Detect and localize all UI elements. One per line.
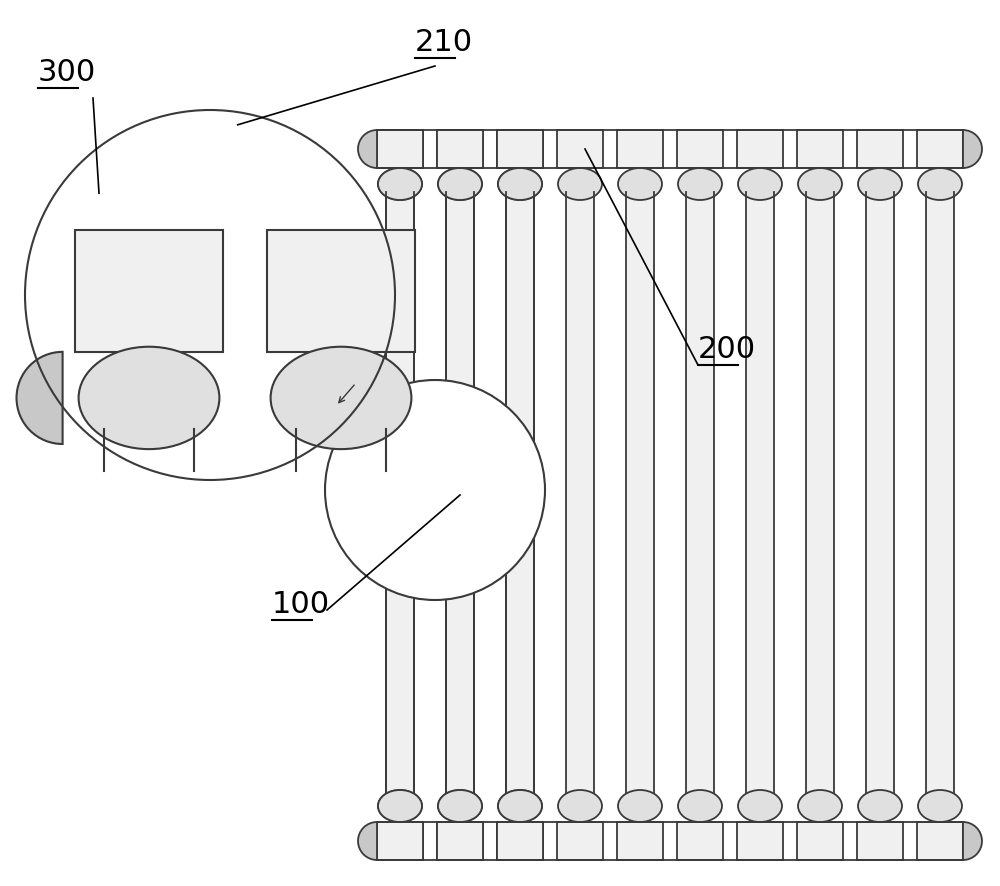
Bar	[377, 822, 423, 860]
Ellipse shape	[798, 168, 842, 200]
Bar	[737, 130, 783, 168]
Ellipse shape	[798, 790, 842, 822]
Text: 200: 200	[698, 335, 756, 364]
Ellipse shape	[498, 168, 542, 200]
Ellipse shape	[858, 790, 902, 822]
Bar	[506, 192, 534, 814]
Bar	[626, 192, 654, 814]
Bar	[437, 130, 483, 168]
Ellipse shape	[918, 168, 962, 200]
Bar	[917, 822, 963, 860]
Bar	[377, 130, 423, 168]
Text: 100: 100	[272, 590, 330, 619]
Ellipse shape	[79, 346, 219, 449]
Circle shape	[325, 380, 545, 600]
Bar	[437, 822, 483, 860]
Ellipse shape	[378, 168, 422, 200]
Text: 300: 300	[38, 58, 96, 87]
Ellipse shape	[738, 790, 782, 822]
Ellipse shape	[271, 346, 411, 449]
Ellipse shape	[438, 790, 482, 822]
Ellipse shape	[618, 168, 662, 200]
Bar	[446, 192, 474, 814]
Bar	[377, 130, 423, 168]
Wedge shape	[358, 822, 377, 860]
Ellipse shape	[558, 790, 602, 822]
Ellipse shape	[678, 168, 722, 200]
Bar	[677, 822, 723, 860]
Bar	[75, 230, 223, 352]
Bar	[497, 130, 543, 168]
Wedge shape	[17, 352, 63, 444]
Ellipse shape	[498, 790, 542, 822]
Ellipse shape	[618, 790, 662, 822]
Text: 210: 210	[415, 28, 473, 57]
Bar	[797, 822, 843, 860]
Ellipse shape	[558, 168, 602, 200]
Ellipse shape	[378, 168, 422, 200]
Wedge shape	[963, 130, 982, 168]
Bar	[746, 192, 774, 814]
Bar	[437, 130, 483, 168]
Ellipse shape	[918, 790, 962, 822]
Ellipse shape	[498, 168, 542, 200]
Bar	[617, 822, 663, 860]
Ellipse shape	[438, 790, 482, 822]
Bar	[617, 130, 663, 168]
Bar	[497, 130, 543, 168]
Bar	[686, 192, 714, 814]
Bar	[497, 822, 543, 860]
Bar	[677, 130, 723, 168]
Ellipse shape	[498, 790, 542, 822]
Bar	[506, 192, 534, 814]
Bar	[566, 192, 594, 814]
Ellipse shape	[738, 168, 782, 200]
Bar	[386, 192, 414, 814]
Bar	[797, 130, 843, 168]
Wedge shape	[358, 130, 377, 168]
Bar	[557, 130, 603, 168]
Bar	[446, 192, 474, 814]
Ellipse shape	[438, 168, 482, 200]
Bar	[497, 822, 543, 860]
Ellipse shape	[378, 790, 422, 822]
Ellipse shape	[438, 168, 482, 200]
Ellipse shape	[378, 790, 422, 822]
Ellipse shape	[858, 168, 902, 200]
Bar	[267, 230, 415, 352]
Bar	[557, 822, 603, 860]
Bar	[866, 192, 894, 814]
Wedge shape	[963, 822, 982, 860]
Bar	[386, 192, 414, 814]
Bar	[437, 822, 483, 860]
Bar	[857, 130, 903, 168]
Bar	[377, 822, 423, 860]
Bar	[926, 192, 954, 814]
Ellipse shape	[678, 790, 722, 822]
Bar	[857, 822, 903, 860]
Bar	[806, 192, 834, 814]
Bar	[737, 822, 783, 860]
Circle shape	[25, 110, 395, 480]
Bar	[917, 130, 963, 168]
